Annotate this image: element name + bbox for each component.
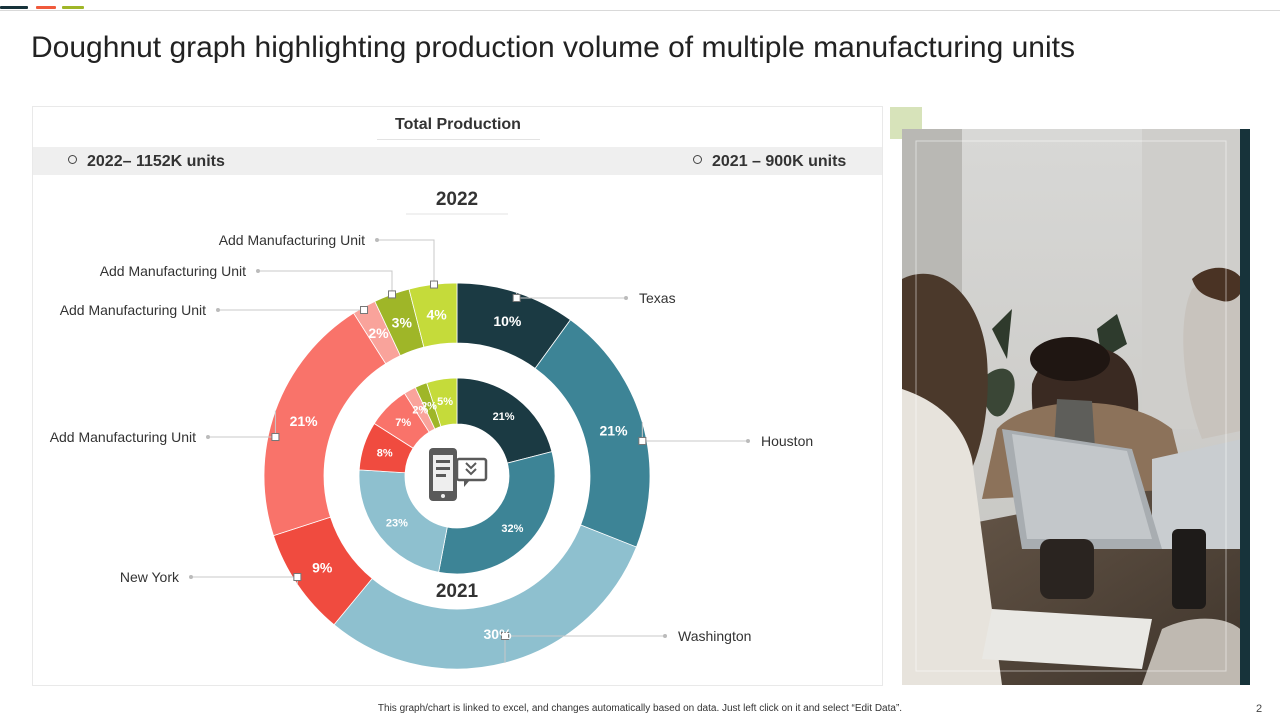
data-label-2021-2: 23%	[386, 518, 408, 530]
legend-bar	[33, 147, 882, 175]
data-label-2021-6: 2%	[421, 400, 437, 412]
data-label-2022-7: 4%	[426, 306, 447, 322]
page-number: 2	[1256, 703, 1263, 715]
data-label-2021-3: 8%	[377, 447, 393, 459]
category-label-washington-2: Washington	[678, 628, 751, 644]
circle-bullet-icon	[693, 155, 702, 165]
legend-label: 2022– 1152K units	[87, 153, 225, 170]
slice-labels: 10%21%30%9%21%2%3%4%21%32%23%8%7%2%2% 5%T…	[50, 232, 813, 644]
data-label-2022-2: 30%	[484, 626, 513, 642]
page-title: Doughnut graph highlighting production v…	[31, 31, 1075, 64]
legend-item-2021: 2021 – 900K units	[693, 153, 846, 171]
data-label-2021-5: 2%	[412, 404, 428, 416]
data-label-2022-5: 2%	[368, 325, 389, 341]
meeting-photo	[902, 129, 1250, 685]
leader-lines	[189, 238, 750, 663]
slice-2022-add-manufacturing-unit-7[interactable]	[408, 282, 458, 348]
data-label-2022-1: 21%	[600, 423, 629, 439]
photo-side-bar	[1240, 129, 1250, 685]
data-label-2022-4: 21%	[290, 413, 319, 429]
heading-underline	[377, 139, 540, 140]
tablet-download-icon	[429, 448, 488, 501]
inner-ring-year-label: 2021	[436, 581, 479, 602]
category-label-add-manufacturing-unit-5: Add Manufacturing Unit	[60, 302, 206, 318]
top-divider	[0, 10, 1280, 11]
top-accent-bar	[0, 0, 100, 10]
footer-note: This graph/chart is linked to excel, and…	[377, 703, 903, 714]
category-label-new-york-3: New York	[120, 569, 180, 585]
circle-bullet-icon	[68, 155, 77, 165]
data-label-2021-4: 7%	[395, 417, 411, 429]
data-label-2022-6: 3%	[392, 315, 413, 331]
panel-heading: Total Production	[395, 116, 521, 133]
category-label-houston-1: Houston	[761, 433, 813, 449]
category-label-add-manufacturing-unit-6: Add Manufacturing Unit	[100, 263, 246, 279]
data-label-2022-0: 10%	[493, 313, 522, 329]
outer-ring-2022	[263, 282, 651, 670]
data-label-2022-3: 9%	[312, 560, 333, 576]
data-label-2021-7: 5%	[437, 396, 453, 408]
slice-2021-washington-2[interactable]	[358, 469, 448, 573]
category-label-add-manufacturing-unit-7: Add Manufacturing Unit	[219, 232, 365, 248]
inner-ring-2021	[358, 377, 556, 575]
legend-item-2022: 2022– 1152K units	[68, 153, 225, 171]
category-label-texas-0: Texas	[639, 290, 676, 306]
legend-label: 2021 – 900K units	[712, 153, 847, 170]
data-label-2021-1: 32%	[501, 523, 523, 535]
slice-2021-houston-1[interactable]	[438, 451, 556, 575]
slice-2022-houston-1[interactable]	[534, 319, 651, 548]
data-label-2021-0: 21%	[493, 411, 515, 423]
slice-2022-washington-2[interactable]	[333, 524, 637, 670]
category-label-add-manufacturing-unit-4: Add Manufacturing Unit	[50, 429, 196, 445]
slice-2021-add-manufacturing-unit-7[interactable]	[426, 377, 458, 428]
outer-ring-year-label: 2022	[436, 189, 478, 210]
